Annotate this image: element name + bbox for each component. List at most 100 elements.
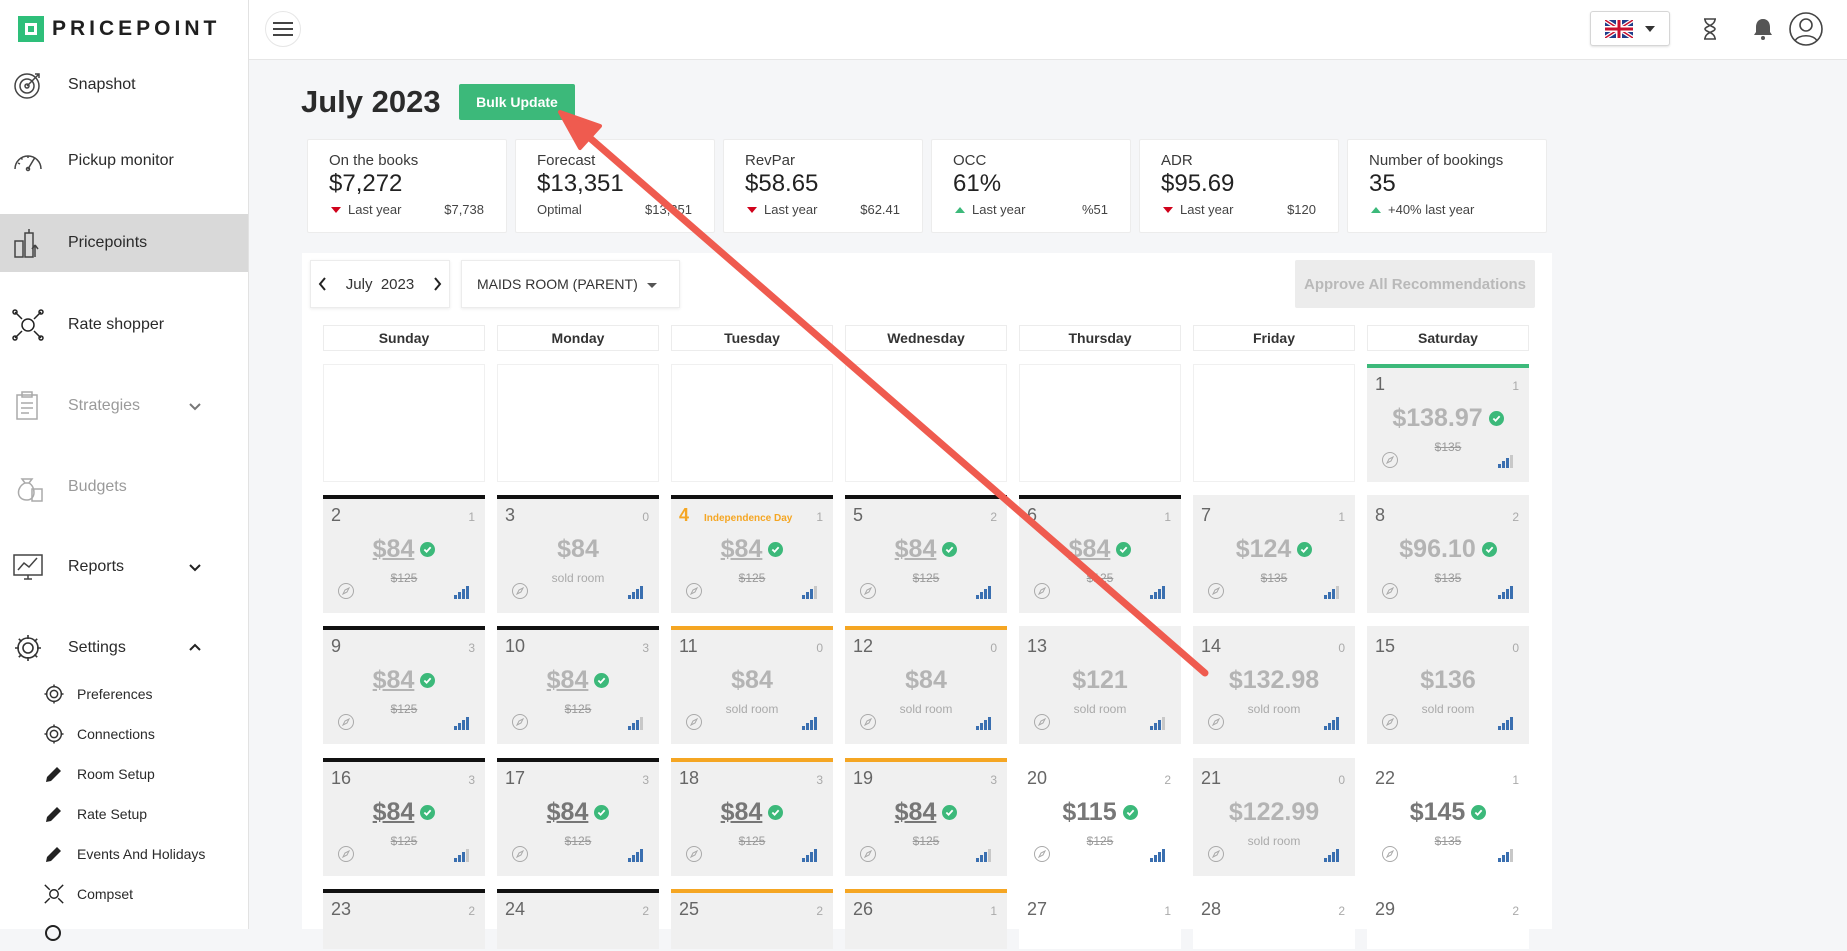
target-icon: [11, 68, 45, 102]
sidebar-subitem-label: Rate Setup: [77, 806, 148, 822]
prev-month-button[interactable]: [311, 260, 335, 308]
compass-icon[interactable]: [512, 583, 528, 599]
compass-icon[interactable]: [1034, 714, 1050, 730]
sidebar-subitem-rate-setup[interactable]: Rate Setup: [0, 797, 248, 831]
check-circle-icon: [1116, 542, 1132, 557]
compass-icon[interactable]: [338, 846, 354, 862]
room-type-select[interactable]: MAIDS ROOM (PARENT): [461, 260, 680, 308]
day-number: 20: [1027, 768, 1048, 788]
sidebar-subitem-events-and-holidays[interactable]: Events And Holidays: [0, 837, 248, 871]
compass-icon[interactable]: [1034, 846, 1050, 862]
calendar-day-cell[interactable]: 22 1 $145 $135: [1367, 758, 1529, 876]
calendar-day-cell[interactable]: 11 0 $84 sold room: [671, 626, 833, 744]
calendar-day-cell[interactable]: 25 2: [671, 889, 833, 949]
calendar-day-cell[interactable]: 24 2: [497, 889, 659, 949]
price-value: $96.10: [1399, 535, 1476, 563]
calendar-day-cell[interactable]: 9 3 $84 $125: [323, 626, 485, 744]
sidebar-item-rate-shopper[interactable]: Rate shopper: [0, 296, 248, 354]
price-value: $84: [372, 666, 415, 694]
compass-icon[interactable]: [1382, 452, 1398, 468]
day-number: 25: [679, 899, 700, 919]
compass-icon[interactable]: [1382, 583, 1398, 599]
next-month-button[interactable]: [425, 260, 449, 308]
bell-icon[interactable]: [1748, 14, 1778, 44]
calendar-day-cell[interactable]: 4 Independence Day 1 $84 $125: [671, 495, 833, 613]
calendar-day-cell[interactable]: 26 1: [845, 889, 1007, 949]
pencil-icon: [42, 842, 66, 866]
compass-icon[interactable]: [860, 583, 876, 599]
hourglass-icon[interactable]: [1695, 14, 1725, 44]
compass-icon[interactable]: [1208, 846, 1224, 862]
day-booking-count: 3: [642, 641, 649, 655]
approve-all-recommendations-button[interactable]: Approve All Recommendations: [1295, 260, 1535, 308]
calendar-day-cell[interactable]: 15 0 $136 sold room: [1367, 626, 1529, 744]
calendar-day-cell[interactable]: 20 2 $115 $125: [1019, 758, 1181, 876]
calendar-day-cell[interactable]: 14 0 $132.98 sold room: [1193, 626, 1355, 744]
price-value: $115: [1062, 798, 1117, 826]
calendar-day-cell[interactable]: 21 0 $122.99 sold room: [1193, 758, 1355, 876]
sidebar-subitem-connections[interactable]: Connections: [0, 717, 248, 751]
compass-icon[interactable]: [512, 714, 528, 730]
sidebar-subitem-compset[interactable]: Compset: [0, 877, 248, 911]
compass-icon[interactable]: [686, 583, 702, 599]
calendar-day-cell[interactable]: 8 2 $96.10 $135: [1367, 495, 1529, 613]
calendar-day-cell[interactable]: 5 2 $84 $125: [845, 495, 1007, 613]
calendar-day-cell[interactable]: 29 2: [1367, 889, 1529, 949]
compass-icon[interactable]: [338, 583, 354, 599]
sidebar-item-label: Pickup monitor: [68, 152, 174, 169]
compass-icon[interactable]: [860, 846, 876, 862]
sidebar-item-strategies[interactable]: Strategies: [0, 377, 248, 435]
compass-icon[interactable]: [686, 846, 702, 862]
calendar-day-cell[interactable]: 13 $121 sold room: [1019, 626, 1181, 744]
calendar-day-cell[interactable]: 10 3 $84 $125: [497, 626, 659, 744]
sidebar-item-budgets[interactable]: Budgets: [0, 458, 248, 516]
calendar-day-cell[interactable]: 19 3 $84 $125: [845, 758, 1007, 876]
sidebar-subitem-partial[interactable]: [0, 917, 248, 951]
day-price: $84: [497, 798, 659, 827]
signal-bars-icon: [628, 586, 643, 599]
language-selector[interactable]: [1590, 11, 1670, 46]
day-price: $84: [497, 666, 659, 695]
user-avatar-icon[interactable]: [1787, 10, 1825, 48]
calendar-day-cell[interactable]: 23 2: [323, 889, 485, 949]
sidebar-item-pickup-monitor[interactable]: Pickup monitor: [0, 132, 248, 190]
calendar-empty-cell: [1019, 364, 1181, 482]
sidebar-item-settings[interactable]: Settings: [0, 619, 248, 677]
compass-icon[interactable]: [1034, 583, 1050, 599]
calendar-day-cell[interactable]: 12 0 $84 sold room: [845, 626, 1007, 744]
search-icon: [42, 922, 66, 946]
calendar-day-cell[interactable]: 27 1: [1019, 889, 1181, 949]
menu-toggle-button[interactable]: [265, 11, 301, 47]
day-number: 13: [1027, 636, 1048, 656]
calendar-day-cell[interactable]: 1 1 $138.97 $135: [1367, 364, 1529, 482]
bulk-update-button[interactable]: Bulk Update: [459, 84, 575, 120]
calendar-day-cell[interactable]: 28 2: [1193, 889, 1355, 949]
calendar-day-cell[interactable]: 16 3 $84 $125: [323, 758, 485, 876]
sidebar-item-pricepoints[interactable]: Pricepoints: [0, 214, 248, 272]
compass-icon[interactable]: [860, 714, 876, 730]
price-value: $84: [557, 535, 599, 563]
app-logo[interactable]: PRICEPOINT: [18, 16, 220, 42]
compass-icon[interactable]: [1382, 714, 1398, 730]
calendar-day-cell[interactable]: 3 0 $84 sold room: [497, 495, 659, 613]
kpi-card-forecast: Forecast $13,351 Optimal $13,351: [515, 139, 715, 233]
sidebar-subitem-preferences[interactable]: Preferences: [0, 677, 248, 711]
compass-icon[interactable]: [338, 714, 354, 730]
sidebar-subitem-room-setup[interactable]: Room Setup: [0, 757, 248, 791]
sidebar-item-snapshot[interactable]: Snapshot: [0, 56, 248, 114]
calendar-day-cell[interactable]: 6 1 $84 $125: [1019, 495, 1181, 613]
compass-icon[interactable]: [1208, 583, 1224, 599]
price-value: $84: [720, 798, 763, 826]
calendar-day-cell[interactable]: 18 3 $84 $125: [671, 758, 833, 876]
day-price: $122.99: [1193, 798, 1355, 827]
kpi-label: ADR: [1161, 152, 1193, 169]
current-month-label: July 2023: [335, 276, 425, 293]
sidebar-item-reports[interactable]: Reports: [0, 538, 248, 596]
calendar-day-cell[interactable]: 7 1 $124 $135: [1193, 495, 1355, 613]
compass-icon[interactable]: [1208, 714, 1224, 730]
compass-icon[interactable]: [686, 714, 702, 730]
calendar-day-cell[interactable]: 17 3 $84 $125: [497, 758, 659, 876]
calendar-day-cell[interactable]: 2 1 $84 $125: [323, 495, 485, 613]
compass-icon[interactable]: [512, 846, 528, 862]
compass-icon[interactable]: [1382, 846, 1398, 862]
